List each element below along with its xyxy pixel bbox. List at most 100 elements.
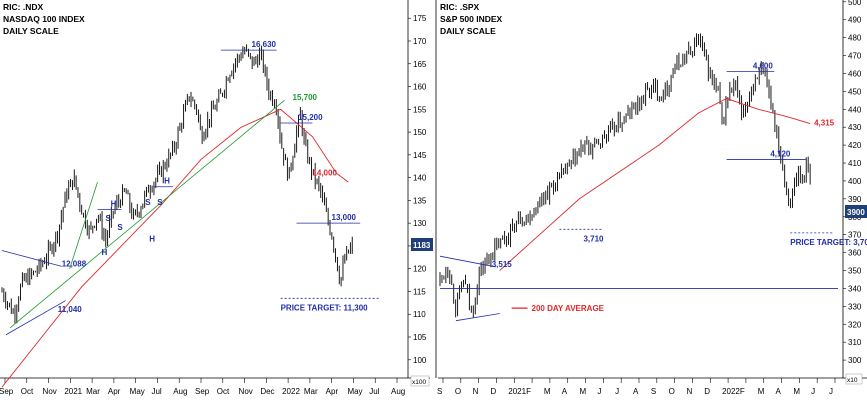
x-tick-label: 2022 [722,387,740,396]
y-tick-label: 460 [848,69,862,78]
moving-average-line [1,108,349,388]
level-label: 4,120 [770,149,791,158]
x-tick-label: J [597,387,601,396]
y-tick-label: 390 [848,195,862,204]
resistance-trendline [439,255,496,268]
y-tick-label: 470 [848,52,862,61]
x-tick-label: 2021 [64,387,82,396]
ndx-current-price-badge [411,238,433,251]
y-tick-label: 370 [848,231,862,240]
y-tick-label: 145 [413,151,427,160]
y-tick-label: 340 [848,284,862,293]
x-tick-label: O [455,387,461,396]
y-tick-label: 160 [413,83,427,92]
support-trendline [455,313,500,322]
x-tick-label: M [793,387,800,396]
spx-current-price: 3900 [847,208,865,217]
x-tick-label: Mar [86,387,100,396]
y-tick-label: 490 [848,16,862,25]
annotation-label: H [149,234,155,243]
x-tick-label: A [633,387,639,396]
x-tick-label: Aug [391,387,405,396]
annotation-label: 12,088 [62,259,87,268]
x-tick-label: M [758,387,765,396]
spx-chart-panel: 3003103203303403503603703803904004104204… [435,0,867,396]
y-tick-label: 100 [413,356,427,365]
level-label: PRICE TARGET: 3,700 [790,238,867,247]
y-tick-label: 110 [413,310,426,319]
spx-y-unit: x10 [847,377,858,384]
y-tick-label: 300 [848,356,862,365]
y-tick-label: 170 [413,37,427,46]
y-tick-label: 320 [848,320,862,329]
annotation-label: 4,315 [814,118,835,127]
moving-average-line [499,98,811,271]
annotation-label: 14,000 [312,168,337,177]
legend-label: 200 DAY AVERAGE [532,304,605,313]
y-tick-label: 360 [848,249,862,258]
y-tick-label: 450 [848,87,862,96]
x-tick-label: 2022 [282,387,300,396]
x-tick-label: Dec [260,387,274,396]
channel-trendline [69,182,98,269]
x-tick-label: Mar [304,387,318,396]
y-tick-label: 165 [413,60,427,69]
level-label: PRICE TARGET: 11,300 [281,303,369,312]
x-tick-label: Sep [195,387,210,396]
x-tick-label: Jul [369,387,379,396]
annotation-label: H [102,248,108,257]
x-tick-label: J [829,387,833,396]
x-tick-label: Jul [151,387,161,396]
x-tick-label: M [580,387,587,396]
x-tick-label: D [704,387,710,396]
y-tick-label: 350 [848,267,862,276]
spx-x-axis: S O N D 2021 F M A M J J A S O N D 2022 F M A M J J [437,378,836,396]
annotation-label: 15,700 [293,93,318,102]
level-label: H [164,177,170,186]
x-tick-label: Sep [0,387,14,396]
ndx-title: NASDAQ 100 INDEX [3,14,85,24]
x-tick-label: O [669,387,675,396]
x-tick-label: Oct [21,387,34,396]
x-tick-label: D [490,387,496,396]
x-tick-label: J [615,387,619,396]
resistance-trendline [1,250,62,267]
spx-title: S&P 500 INDEX [440,14,503,24]
ndx-ric-label: RIC: .NDX [3,2,43,12]
ndx-plot-area: 16,630 15,200 13,000 PRICE TARGET: 11,300 H H… [1,40,381,388]
level-label: 13,000 [332,213,357,222]
x-tick-label: 2021 [508,387,526,396]
y-tick-label: 420 [848,141,862,150]
spx-y-axis: 3003103203303403503603703803904004104204… [843,0,862,365]
y-tick-label: 130 [413,219,427,228]
level-label: 15,200 [298,113,323,122]
annotation-label: S [145,198,151,207]
x-tick-label: Apr [326,387,339,396]
ndx-current-price: 1183 [413,241,431,250]
y-tick-label: 430 [848,123,862,132]
x-tick-label: May [130,387,145,396]
support-trendline [9,99,285,329]
annotation-label: 3,515 [492,260,513,269]
lower-support-trendline [5,300,66,336]
y-tick-label: 480 [848,34,862,43]
y-tick-label: 310 [848,338,862,347]
x-tick-label: May [347,387,362,396]
x-tick-label: Apr [108,387,121,396]
ndx-y-axis: 1001051101151201251301351401451501551601… [408,14,427,365]
y-tick-label: 150 [413,128,427,137]
x-tick-label: S [437,387,442,396]
ndx-scale-label: DAILY SCALE [3,26,59,36]
x-tick-label: Oct [217,387,230,396]
y-tick-label: 500 [848,0,862,7]
y-tick-label: 410 [848,159,862,168]
x-tick-label: N [473,387,479,396]
x-tick-label: M [544,387,551,396]
spx-plot-area: 4,600 4,120 3,710 PRICE TARGET: 3,700 3,515 4… [439,33,867,322]
y-tick-label: 105 [413,333,427,342]
annotation-label: 11,040 [58,305,83,314]
x-tick-label: A [776,387,782,396]
x-tick-label: A [562,387,568,396]
spx-ric-label: RIC: .SPX [440,2,480,12]
